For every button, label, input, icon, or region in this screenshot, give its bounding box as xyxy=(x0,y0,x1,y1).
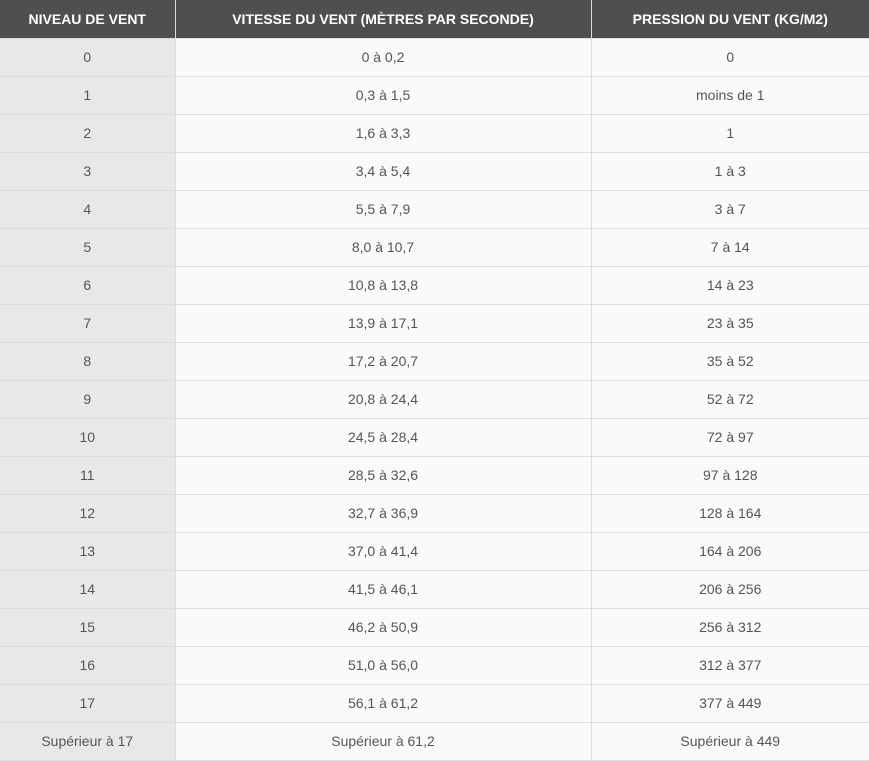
wind-speed-cell: 56,1 à 61,2 xyxy=(174,683,592,723)
table-row: 13 37,0 à 41,4 164 à 206 xyxy=(0,531,869,571)
wind-speed-cell: 20,8 à 24,4 xyxy=(174,379,592,419)
wind-pressure-cell: 72 à 97 xyxy=(590,417,869,457)
wind-level-cell: 15 xyxy=(0,607,176,647)
wind-speed-cell: 17,2 à 20,7 xyxy=(174,341,592,381)
wind-speed-cell: 13,9 à 17,1 xyxy=(174,303,592,343)
wind-pressure-cell: Supérieur à 449 xyxy=(590,721,869,761)
wind-level-cell: 1 xyxy=(0,75,176,115)
wind-level-cell: 13 xyxy=(0,531,176,571)
wind-speed-cell: Supérieur à 61,2 xyxy=(174,721,592,761)
wind-pressure-cell: 3 à 7 xyxy=(590,189,869,229)
table-row: 15 46,2 à 50,9 256 à 312 xyxy=(0,607,869,647)
wind-level-cell: 3 xyxy=(0,151,176,191)
wind-speed-cell: 37,0 à 41,4 xyxy=(174,531,592,571)
wind-speed-cell: 3,4 à 5,4 xyxy=(174,151,592,191)
wind-pressure-cell: 35 à 52 xyxy=(590,341,869,381)
wind-level-cell: 8 xyxy=(0,341,176,381)
wind-pressure-cell: moins de 1 xyxy=(590,75,869,115)
wind-level-cell: 6 xyxy=(0,265,176,305)
table-row: 8 17,2 à 20,7 35 à 52 xyxy=(0,341,869,381)
table-row: 11 28,5 à 32,6 97 à 128 xyxy=(0,455,869,495)
wind-level-cell: 0 xyxy=(0,37,176,77)
wind-pressure-cell: 164 à 206 xyxy=(590,531,869,571)
wind-pressure-cell: 312 à 377 xyxy=(590,645,869,685)
table-row: 4 5,5 à 7,9 3 à 7 xyxy=(0,189,869,229)
wind-pressure-cell: 14 à 23 xyxy=(590,265,869,305)
table-row: 5 8,0 à 10,7 7 à 14 xyxy=(0,227,869,267)
wind-speed-cell: 8,0 à 10,7 xyxy=(174,227,592,267)
wind-speed-cell: 0,3 à 1,5 xyxy=(174,75,592,115)
wind-pressure-cell: 0 xyxy=(590,37,869,77)
wind-pressure-cell: 256 à 312 xyxy=(590,607,869,647)
wind-speed-cell: 28,5 à 32,6 xyxy=(174,455,592,495)
wind-level-cell: 16 xyxy=(0,645,176,685)
wind-level-cell: 17 xyxy=(0,683,176,723)
header-wind-level: NIVEAU DE VENT xyxy=(0,0,176,38)
wind-level-cell: 7 xyxy=(0,303,176,343)
table-row: 7 13,9 à 17,1 23 à 35 xyxy=(0,303,869,343)
wind-pressure-cell: 206 à 256 xyxy=(590,569,869,609)
wind-pressure-cell: 23 à 35 xyxy=(590,303,869,343)
table-row: 1 0,3 à 1,5 moins de 1 xyxy=(0,75,869,115)
table-row: 3 3,4 à 5,4 1 à 3 xyxy=(0,151,869,191)
wind-level-cell: 14 xyxy=(0,569,176,609)
table-row: 16 51,0 à 56,0 312 à 377 xyxy=(0,645,869,685)
table-row: 12 32,7 à 36,9 128 à 164 xyxy=(0,493,869,533)
table-row: 9 20,8 à 24,4 52 à 72 xyxy=(0,379,869,419)
table-row: 10 24,5 à 28,4 72 à 97 xyxy=(0,417,869,457)
wind-speed-cell: 32,7 à 36,9 xyxy=(174,493,592,533)
wind-pressure-cell: 377 à 449 xyxy=(590,683,869,723)
wind-speed-cell: 1,6 à 3,3 xyxy=(174,113,592,153)
header-wind-speed: VITESSE DU VENT (MÈTRES PAR SECONDE) xyxy=(175,0,592,38)
wind-speed-cell: 24,5 à 28,4 xyxy=(174,417,592,457)
table-row: 6 10,8 à 13,8 14 à 23 xyxy=(0,265,869,305)
wind-speed-cell: 41,5 à 46,1 xyxy=(174,569,592,609)
wind-level-cell: 11 xyxy=(0,455,176,495)
wind-level-cell: 5 xyxy=(0,227,176,267)
wind-pressure-cell: 97 à 128 xyxy=(590,455,869,495)
wind-level-cell: 9 xyxy=(0,379,176,419)
wind-pressure-cell: 128 à 164 xyxy=(590,493,869,533)
wind-pressure-cell: 1 à 3 xyxy=(590,151,869,191)
wind-pressure-cell: 1 xyxy=(590,113,869,153)
table-row: Supérieur à 17 Supérieur à 61,2 Supérieur … xyxy=(0,721,869,761)
wind-level-cell: 2 xyxy=(0,113,176,153)
table-row: 14 41,5 à 46,1 206 à 256 xyxy=(0,569,869,609)
wind-pressure-cell: 52 à 72 xyxy=(590,379,869,419)
wind-speed-cell: 46,2 à 50,9 xyxy=(174,607,592,647)
header-wind-pressure: PRESSION DU VENT (KG/M2) xyxy=(591,0,869,38)
wind-pressure-cell: 7 à 14 xyxy=(590,227,869,267)
wind-speed-cell: 5,5 à 7,9 xyxy=(174,189,592,229)
table-row: 2 1,6 à 3,3 1 xyxy=(0,113,869,153)
wind-level-cell: 4 xyxy=(0,189,176,229)
table-row: 17 56,1 à 61,2 377 à 449 xyxy=(0,683,869,723)
wind-level-cell: 10 xyxy=(0,417,176,457)
wind-level-cell: 12 xyxy=(0,493,176,533)
wind-speed-cell: 0 à 0,2 xyxy=(174,37,592,77)
header-row: NIVEAU DE VENT VITESSE DU VENT (MÈTRES P… xyxy=(0,0,869,38)
wind-speed-cell: 10,8 à 13,8 xyxy=(174,265,592,305)
wind-speed-cell: 51,0 à 56,0 xyxy=(174,645,592,685)
wind-level-cell: Supérieur à 17 xyxy=(0,721,176,761)
